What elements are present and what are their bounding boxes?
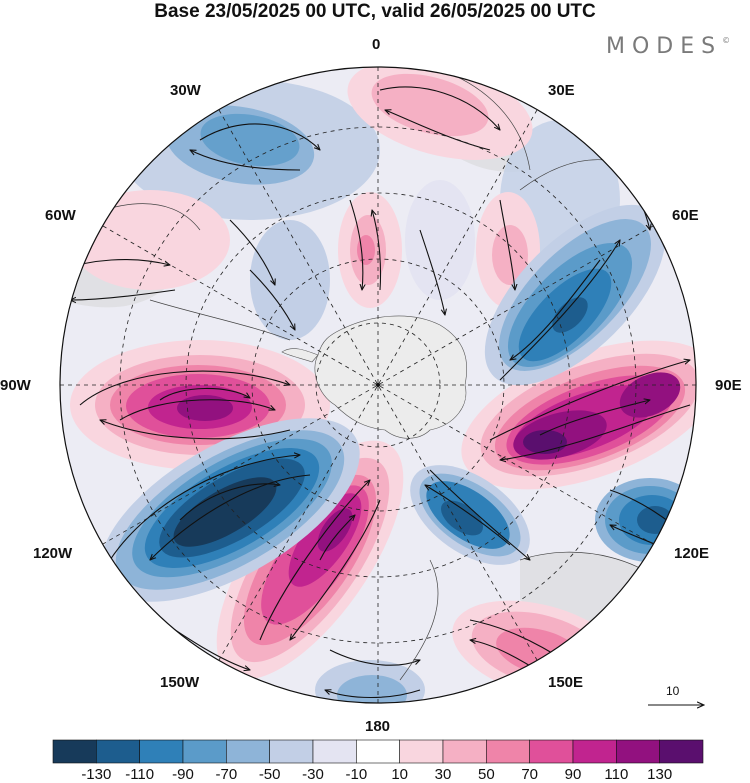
lon-label-150w: 150W xyxy=(160,674,200,691)
lon-label-120e: 120E xyxy=(674,545,710,562)
graticule xyxy=(60,67,696,703)
lon-label-0: 0 xyxy=(372,36,381,53)
logo-mark: © xyxy=(722,36,731,45)
colorbar-tick-label: 30 xyxy=(434,766,452,783)
antarctica xyxy=(314,315,468,439)
antarctic-peninsula xyxy=(281,348,319,363)
modes-logo: MODES© xyxy=(606,34,730,59)
colorbar-tick-label: -10 xyxy=(345,766,368,783)
colorbar-tick-label: 130 xyxy=(647,766,673,783)
lon-label-150e: 150E xyxy=(548,674,584,691)
lon-label-30e: 30E xyxy=(548,82,575,99)
lon-label-90w: 90W xyxy=(0,377,31,394)
lon-label-30w: 30W xyxy=(170,82,201,99)
colorbar-tick-label: -30 xyxy=(302,766,324,783)
colorbar-tick-label: 10 xyxy=(391,766,408,783)
lon-label-120w: 120W xyxy=(33,545,73,562)
colorbar-tick-label: 50 xyxy=(477,766,495,783)
colorbar-tick-label: 90 xyxy=(564,766,582,783)
colorbar-tick-label: -130 xyxy=(81,766,112,783)
lon-label-180: 180 xyxy=(365,718,391,735)
lon-label-60e: 60E xyxy=(672,207,699,224)
colorbar-tick-label: -50 xyxy=(258,766,281,783)
colorbar-tick-label: 110 xyxy=(604,766,629,783)
map-border xyxy=(59,66,697,704)
colorbar-tick-label: -110 xyxy=(125,766,155,783)
lon-label-90e: 90E xyxy=(715,377,742,394)
map-title: Base 23/05/2025 00 UTC, valid 26/05/2025… xyxy=(154,1,596,22)
colorbar-tick-label: -70 xyxy=(215,766,238,783)
reference-vector-label: 10 xyxy=(666,684,680,698)
colorbar-tick-label: 70 xyxy=(521,766,538,783)
logo-text: MODES xyxy=(606,34,723,59)
coastlines xyxy=(60,67,681,681)
lon-label-60w: 60W xyxy=(45,207,76,224)
colorbar-tick-label: -90 xyxy=(172,766,194,783)
anomaly-field xyxy=(60,67,696,703)
